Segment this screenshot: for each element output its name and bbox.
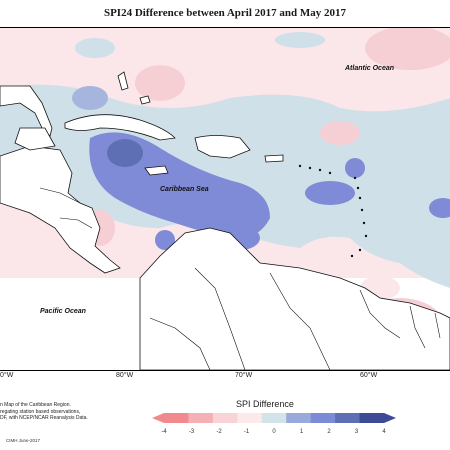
blue-patch-colombia — [155, 230, 175, 250]
blue-patch-cuba — [107, 139, 143, 167]
legend-swatch — [212, 413, 238, 423]
legend-tick-label: 4 — [382, 429, 386, 435]
label-pacific-ocean: Pacific Ocean — [40, 308, 86, 315]
lesser-antilles — [298, 164, 368, 258]
legend-title: SPI Difference — [236, 399, 294, 409]
legend-swatch — [359, 413, 385, 423]
land-puerto-rico — [264, 154, 284, 163]
land-hispaniola — [194, 135, 251, 159]
legend-tick-label: 1 — [300, 429, 304, 435]
light-blue-east — [297, 110, 450, 278]
blue-patch-lesser — [305, 181, 355, 205]
legend-tick-label: -1 — [244, 429, 250, 435]
land-yucatan — [14, 127, 56, 151]
legend-tick-label: 3 — [355, 429, 359, 435]
longitude-label-70w: 70°W — [235, 372, 253, 379]
legend-tick-label: 0 — [272, 429, 276, 435]
date-stamp: CIMH June-2017 — [6, 438, 41, 443]
legend-swatch — [335, 413, 361, 423]
legend-swatch — [310, 413, 336, 423]
legend-tick-label: -2 — [216, 429, 222, 435]
longitude-label-60w: 60°W — [360, 372, 378, 379]
pink-patch-n — [230, 48, 270, 68]
legend-svg: -4 -3 -2 -1 0 1 2 3 4 — [152, 413, 396, 435]
legend-tick-label: -4 — [161, 429, 167, 435]
blue-patch-atlantic-e — [429, 198, 450, 218]
land-central-america — [0, 145, 121, 274]
color-legend: -4 -3 -2 -1 0 1 2 3 4 — [150, 409, 398, 443]
borders — [39, 187, 441, 371]
spi-difference-map: Atlantic Ocean Caribbean Sea Pacific Oce… — [0, 26, 450, 371]
longitude-label-90w: 0°W — [0, 372, 14, 379]
map-title: SPI24 Difference between April 2017 and … — [103, 7, 347, 19]
land-bahamas-1 — [117, 71, 129, 91]
legend-swatch — [237, 413, 263, 423]
pink-patch-ne — [365, 26, 450, 70]
label-atlantic-ocean: Atlantic Ocean — [344, 65, 394, 72]
pink-patch-center — [320, 121, 360, 145]
pink-patch-bahamas — [135, 65, 185, 101]
label-caribbean-sea: Caribbean Sea — [160, 186, 209, 193]
land-masses — [0, 71, 450, 371]
legend-tick-label: 2 — [327, 429, 331, 435]
legend-swatch — [164, 413, 189, 423]
credits-text: n Map of the Caribbean Region. regating … — [0, 402, 88, 421]
map-canvas: Atlantic Ocean Caribbean Sea Pacific Oce… — [0, 26, 450, 371]
legend-tick-label: -3 — [189, 429, 195, 435]
legend-swatch — [286, 413, 312, 423]
blue-patch-gulf-s — [72, 86, 108, 110]
legend-arrow-left — [152, 413, 164, 423]
legend-arrow-right — [384, 413, 396, 423]
land-cuba — [64, 114, 176, 141]
legend-swatch — [188, 413, 214, 423]
legend-swatch — [261, 413, 287, 423]
longitude-label-80w: 80°W — [116, 372, 134, 379]
land-south-america — [139, 227, 450, 371]
land-jamaica — [144, 165, 169, 176]
blue-patch-north — [75, 38, 115, 58]
land-bahamas-2 — [139, 95, 151, 105]
blue-patch-windward — [345, 158, 365, 178]
blue-patch-north2 — [275, 32, 325, 48]
